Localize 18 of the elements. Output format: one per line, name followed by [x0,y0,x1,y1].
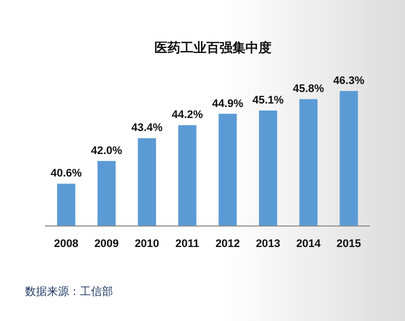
data-label: 44.2% [172,109,204,122]
x-tick-label: 2015 [336,238,362,250]
data-label: 44.9% [212,98,244,110]
x-tick-label: 2008 [54,238,78,250]
x-tick-label: 2009 [94,238,119,250]
data-label: 46.3% [333,75,365,87]
x-tick-label: 2012 [215,238,240,250]
chart-title: 医药工业百强集中度 [154,40,272,55]
x-tick-label: 2010 [134,238,160,250]
x-tick-label: 2011 [175,238,200,250]
data-label: 45.1% [252,94,284,107]
data-label: 43.4% [131,122,163,134]
x-tick-label: 2014 [296,238,322,250]
data-label: 40.6% [50,168,82,180]
source-note: 数据来源：工信部 [25,285,113,298]
x-tick-label: 2013 [256,238,280,250]
data-label: 42.0% [90,144,122,157]
data-label: 45.8% [292,83,324,96]
